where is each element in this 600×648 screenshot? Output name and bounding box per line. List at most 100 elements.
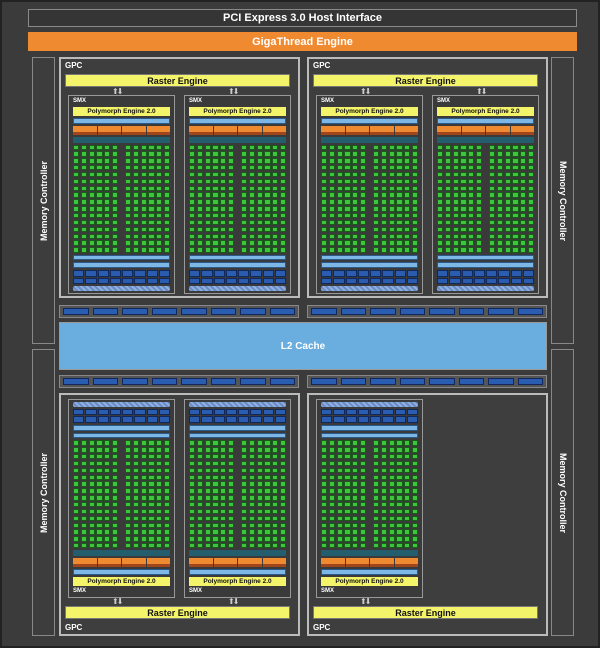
interconnect-network	[437, 254, 534, 261]
cuda-core	[496, 151, 503, 157]
cuda-core	[359, 219, 366, 226]
cuda-core	[73, 226, 80, 233]
cuda-core	[336, 543, 343, 549]
cuda-core	[256, 515, 263, 521]
cuda-core	[104, 543, 111, 549]
cuda-core	[220, 199, 227, 205]
register-file	[189, 550, 286, 557]
cuda-core	[279, 508, 286, 515]
cuda-core	[220, 467, 227, 474]
cuda-core	[373, 522, 380, 528]
cuda-core	[344, 178, 351, 185]
cuda-core	[80, 460, 87, 467]
cuda-core	[88, 158, 95, 164]
cuda-core	[444, 144, 451, 150]
cuda-core	[132, 158, 139, 164]
warp-scheduler	[213, 125, 237, 135]
crossbar-unit	[92, 378, 118, 385]
cuda-core	[140, 543, 147, 549]
cuda-core	[148, 508, 155, 515]
cuda-core	[111, 495, 118, 501]
core-gap	[484, 145, 488, 150]
cuda-core	[328, 185, 335, 191]
tex-unit	[406, 270, 418, 277]
cuda-core	[344, 447, 351, 453]
cuda-core	[388, 192, 395, 198]
cuda-core	[475, 144, 482, 150]
cuda-core	[125, 233, 132, 239]
core-gap	[484, 199, 488, 204]
cuda-core	[148, 447, 155, 453]
cuda-core	[512, 192, 519, 198]
cuda-core	[148, 158, 155, 164]
cuda-core	[163, 199, 170, 205]
cuda-core	[156, 508, 163, 515]
core-gap	[236, 543, 240, 548]
cuda-core	[88, 481, 95, 487]
cuda-core	[404, 178, 411, 185]
cuda-core	[88, 165, 95, 171]
tex-unit	[201, 270, 213, 277]
cuda-core	[73, 192, 80, 198]
register-file	[73, 550, 170, 557]
core-gap	[236, 495, 240, 500]
cuda-core	[321, 240, 328, 246]
cuda-core	[468, 171, 475, 178]
tex-unit	[73, 277, 85, 285]
cuda-core	[359, 454, 366, 460]
cuda-core	[212, 192, 219, 198]
cuda-core	[248, 543, 255, 549]
cuda-core	[212, 247, 219, 253]
cuda-core	[104, 460, 111, 467]
cuda-core	[373, 488, 380, 494]
core-gap	[236, 220, 240, 225]
cuda-core	[189, 522, 196, 528]
cuda-core	[80, 240, 87, 246]
cuda-core	[404, 508, 411, 515]
cuda-core	[104, 447, 111, 453]
cuda-core	[344, 515, 351, 521]
cuda-core	[241, 165, 248, 171]
l2-cache: L2 Cache	[59, 322, 547, 370]
cuda-core	[220, 226, 227, 233]
cuda-core	[256, 247, 263, 253]
cuda-core	[328, 488, 335, 494]
raster-engine: Raster Engine	[313, 74, 538, 87]
cuda-core	[272, 543, 279, 549]
cuda-core	[504, 226, 511, 233]
tex-unit	[406, 408, 418, 416]
cuda-core	[88, 502, 95, 508]
cuda-core	[163, 522, 170, 528]
tex-unit	[201, 408, 213, 416]
gpc: GPC Raster Engine ⬆⬇ SMX Polymorph Engine 2.…	[307, 57, 548, 298]
cuda-core	[256, 440, 263, 446]
cuda-core	[272, 151, 279, 157]
tex-unit	[498, 277, 510, 285]
cuda-core	[148, 515, 155, 521]
cuda-core	[321, 192, 328, 198]
cuda-core	[264, 543, 271, 549]
cuda-core	[163, 233, 170, 239]
cuda-core	[227, 199, 234, 205]
cuda-core	[88, 454, 95, 460]
memory-controller-label: Memory Controller	[557, 160, 568, 241]
cuda-core	[241, 240, 248, 246]
tex-unit	[189, 270, 201, 277]
cuda-core	[248, 447, 255, 453]
cuda-core	[156, 151, 163, 157]
cuda-core	[489, 233, 496, 239]
cuda-core	[437, 233, 444, 239]
cuda-core	[359, 144, 366, 150]
cuda-core	[396, 440, 403, 446]
cuda-core	[73, 165, 80, 171]
register-file	[321, 136, 418, 143]
cuda-core	[404, 199, 411, 205]
cuda-core	[140, 213, 147, 219]
cuda-core-grid	[437, 144, 534, 253]
cuda-core	[279, 233, 286, 239]
cuda-core	[73, 178, 80, 185]
cuda-core	[111, 158, 118, 164]
cuda-core	[111, 454, 118, 460]
cuda-core	[212, 454, 219, 460]
cuda-core	[373, 158, 380, 164]
